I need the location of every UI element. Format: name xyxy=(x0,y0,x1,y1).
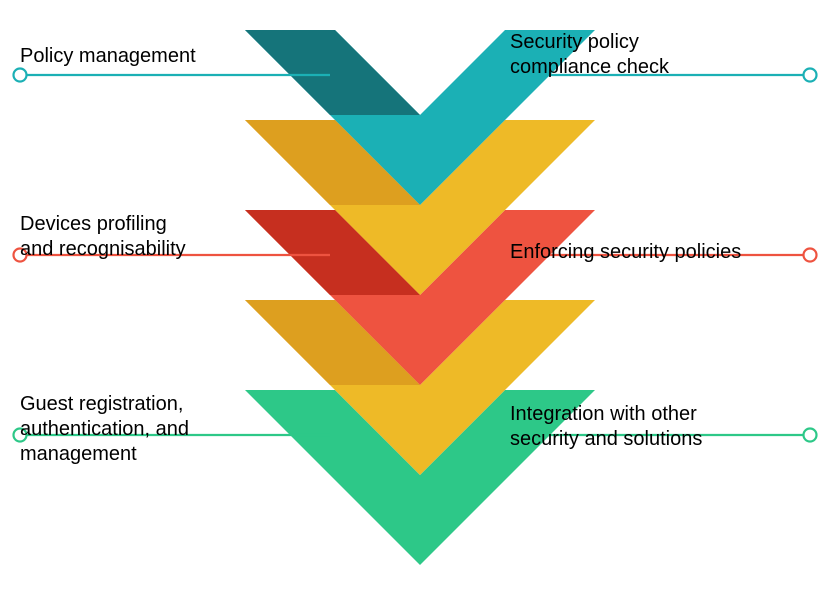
label-devices-profiling: Devices profiling and recognisability xyxy=(20,212,186,262)
connector-dot-1 xyxy=(804,69,817,82)
diagram-stage: Policy management Security policy compli… xyxy=(0,0,838,600)
label-security-policy-check: Security policy compliance check xyxy=(510,30,669,80)
connector-dot-5 xyxy=(804,429,817,442)
label-policy-management: Policy management xyxy=(20,44,196,69)
label-enforcing-policies: Enforcing security policies xyxy=(510,240,741,265)
connector-dot-0 xyxy=(14,69,27,82)
connector-dot-3 xyxy=(804,249,817,262)
label-integration-solutions: Integration with other security and solu… xyxy=(510,402,702,452)
connector-lines xyxy=(0,0,838,600)
label-guest-registration: Guest registration, authentication, and … xyxy=(20,392,189,467)
